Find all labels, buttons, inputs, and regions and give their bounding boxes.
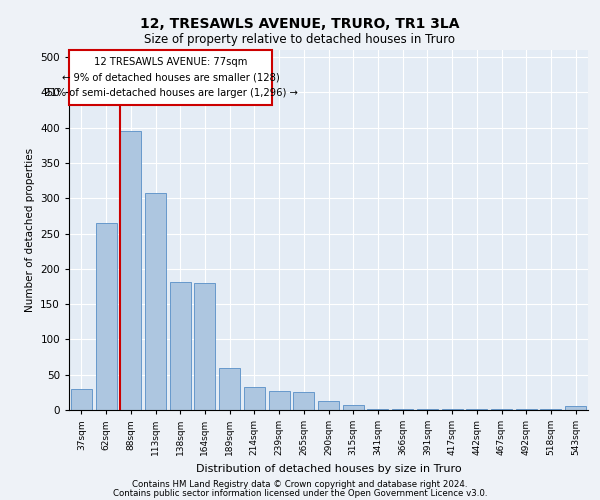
Bar [219,368,240,410]
Text: 12, TRESAWLS AVENUE, TRURO, TR1 3LA: 12, TRESAWLS AVENUE, TRURO, TR1 3LA [140,18,460,32]
X-axis label: Distribution of detached houses by size in Truro: Distribution of detached houses by size … [196,464,461,473]
Bar [95,223,116,410]
Bar [194,283,215,410]
Bar [70,50,272,105]
Bar [565,406,586,410]
Text: Size of property relative to detached houses in Truro: Size of property relative to detached ho… [145,32,455,46]
Text: Contains public sector information licensed under the Open Government Licence v3: Contains public sector information licen… [113,490,487,498]
Text: 12 TRESAWLS AVENUE: 77sqm: 12 TRESAWLS AVENUE: 77sqm [94,57,248,67]
Bar [343,405,364,410]
Bar [120,131,141,410]
Text: ← 9% of detached houses are smaller (128): ← 9% of detached houses are smaller (128… [62,72,280,83]
Y-axis label: Number of detached properties: Number of detached properties [25,148,35,312]
Bar [71,389,92,410]
Bar [269,391,290,410]
Bar [367,408,388,410]
Bar [170,282,191,410]
Bar [318,401,339,410]
Bar [145,192,166,410]
Text: 91% of semi-detached houses are larger (1,296) →: 91% of semi-detached houses are larger (… [44,88,298,98]
Bar [293,392,314,410]
Bar [244,388,265,410]
Text: Contains HM Land Registry data © Crown copyright and database right 2024.: Contains HM Land Registry data © Crown c… [132,480,468,489]
